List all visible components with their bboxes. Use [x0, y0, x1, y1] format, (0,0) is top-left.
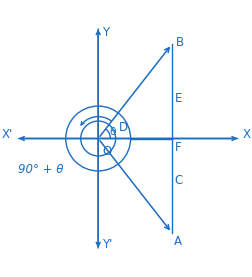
Text: Y': Y'	[102, 238, 112, 251]
Text: C: C	[174, 175, 182, 188]
Text: F: F	[174, 141, 180, 154]
Text: B: B	[175, 36, 183, 49]
Text: Y: Y	[102, 26, 109, 39]
Text: X': X'	[2, 128, 13, 141]
Text: 90° + θ: 90° + θ	[18, 163, 64, 176]
Text: O: O	[102, 145, 111, 158]
Text: θ: θ	[109, 127, 115, 137]
Text: E: E	[174, 92, 181, 105]
Text: A: A	[174, 235, 182, 248]
Text: X: X	[242, 128, 250, 141]
Text: D: D	[118, 120, 128, 134]
